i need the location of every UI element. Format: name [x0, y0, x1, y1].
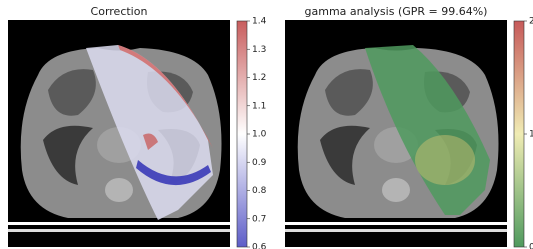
colorbar-tick-label: 2: [529, 17, 533, 27]
colorbar-tick-label: 0.9: [252, 158, 267, 168]
colorbar-tick-label: 1.3: [252, 45, 266, 55]
colorbar-tick-label: 1.0: [252, 130, 267, 140]
colorbar-tick-label: 1.4: [252, 17, 267, 27]
colorbar-tick-label: 0.8: [252, 186, 267, 196]
gamma-image: [285, 20, 507, 247]
colorbar: [237, 21, 247, 247]
colorbar-tick-label: 1.1: [252, 101, 266, 111]
correction-image: [8, 20, 230, 247]
colorbar: [514, 21, 524, 247]
colorbar-tick-label: 1: [529, 130, 533, 140]
colorbar-tick-label: 0.6: [252, 243, 267, 249]
panel-title: Correction: [91, 5, 148, 18]
colorbar-tick-label: 0.7: [252, 214, 266, 224]
colorbar-tick-label: 0: [529, 243, 533, 249]
panel-title: gamma analysis (GPR = 99.64%): [305, 5, 488, 18]
colorbar-tick-label: 1.2: [252, 73, 266, 83]
figure: Correction 0.6 0.7 0.8 0.9 1.0 1.1 1.2 1.3 1.4 gam…: [0, 0, 533, 249]
